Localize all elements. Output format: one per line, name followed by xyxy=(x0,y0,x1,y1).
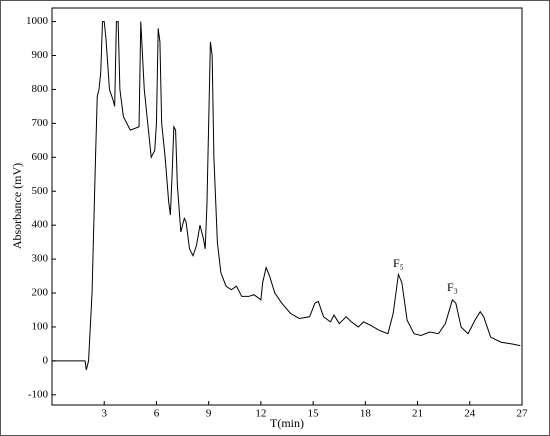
x-tick-label: 9 xyxy=(206,408,212,420)
x-axis-label: T(min) xyxy=(270,416,304,430)
y-tick-label: 600 xyxy=(32,151,49,163)
y-tick-label: 500 xyxy=(32,185,49,197)
x-tick-label: 21 xyxy=(412,408,423,420)
plot-frame xyxy=(51,7,523,406)
y-tick-label: 300 xyxy=(32,253,49,265)
y-tick-label: 800 xyxy=(32,83,49,95)
annotation: F₅ xyxy=(393,256,404,270)
x-tick-label: 24 xyxy=(464,408,476,420)
y-tick-label: -100 xyxy=(28,388,49,400)
y-tick-label: 900 xyxy=(32,49,49,61)
x-tick-label: 18 xyxy=(360,408,372,420)
y-tick-label: 200 xyxy=(32,287,49,299)
x-tick-label: 6 xyxy=(154,408,160,420)
y-tick-label: 700 xyxy=(32,117,49,129)
y-tick-label: 400 xyxy=(32,219,49,231)
x-tick-label: 27 xyxy=(517,408,529,420)
data-line xyxy=(52,21,521,371)
annotation: F₃ xyxy=(447,280,458,294)
y-axis-label: Absorbance (mV) xyxy=(10,163,24,249)
x-tick-label: 12 xyxy=(255,408,266,420)
x-tick-label: 15 xyxy=(308,408,320,420)
y-tick-label: 1000 xyxy=(26,15,49,27)
x-tick-label: 3 xyxy=(101,408,107,420)
y-tick-label: 0 xyxy=(43,354,49,366)
y-tick-label: 100 xyxy=(32,320,49,332)
